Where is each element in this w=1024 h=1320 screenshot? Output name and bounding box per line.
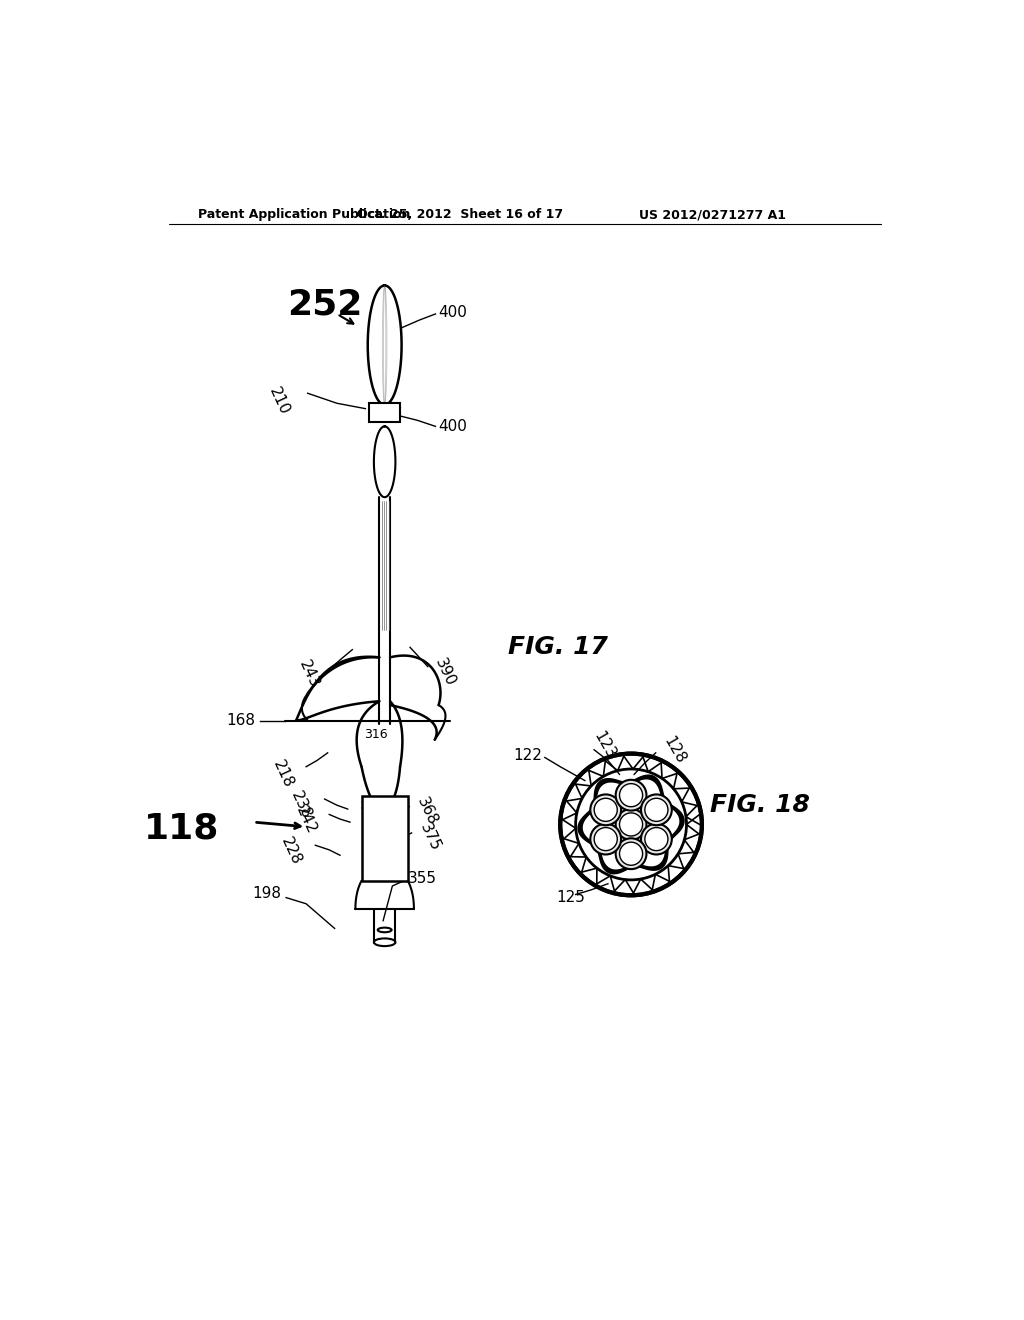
Text: 243: 243 — [296, 657, 322, 690]
Polygon shape — [368, 285, 401, 405]
Text: 228: 228 — [278, 836, 304, 867]
Text: 242: 242 — [294, 804, 319, 837]
Circle shape — [645, 799, 668, 821]
Circle shape — [575, 770, 686, 880]
Text: 125: 125 — [557, 890, 586, 906]
Ellipse shape — [378, 928, 391, 932]
Text: 218: 218 — [270, 758, 296, 791]
Polygon shape — [584, 780, 679, 869]
Ellipse shape — [374, 939, 395, 946]
Text: 238: 238 — [288, 789, 313, 821]
Text: 355: 355 — [408, 871, 437, 886]
Circle shape — [641, 795, 672, 825]
Circle shape — [560, 754, 701, 895]
Text: 316: 316 — [364, 727, 387, 741]
Text: 122: 122 — [513, 747, 542, 763]
Circle shape — [645, 828, 668, 850]
Text: 375: 375 — [417, 821, 442, 854]
Polygon shape — [579, 775, 684, 874]
Circle shape — [590, 824, 622, 854]
Circle shape — [594, 799, 617, 821]
Circle shape — [594, 828, 617, 850]
Text: 168: 168 — [226, 713, 255, 729]
Text: 210: 210 — [266, 384, 292, 417]
Circle shape — [641, 824, 672, 854]
Text: Oct. 25, 2012  Sheet 16 of 17: Oct. 25, 2012 Sheet 16 of 17 — [357, 209, 563, 222]
Text: 252: 252 — [287, 288, 362, 322]
Text: 400: 400 — [438, 418, 467, 434]
Circle shape — [620, 842, 643, 866]
Text: 368: 368 — [414, 795, 440, 828]
Text: FIG. 17: FIG. 17 — [508, 635, 607, 660]
Circle shape — [615, 838, 646, 869]
Text: 198: 198 — [253, 886, 282, 902]
Bar — [361, 796, 408, 880]
Circle shape — [590, 795, 622, 825]
Circle shape — [620, 784, 643, 807]
Text: 400: 400 — [438, 305, 467, 319]
Circle shape — [615, 780, 646, 810]
Polygon shape — [374, 426, 395, 498]
Bar — [370, 404, 400, 422]
Text: Patent Application Publication: Patent Application Publication — [199, 209, 411, 222]
Text: 128: 128 — [660, 734, 688, 766]
Text: 118: 118 — [143, 812, 219, 845]
Text: US 2012/0271277 A1: US 2012/0271277 A1 — [639, 209, 785, 222]
Text: 123: 123 — [591, 729, 618, 762]
Circle shape — [615, 809, 646, 840]
Text: 390: 390 — [432, 656, 459, 689]
Circle shape — [620, 813, 643, 836]
Text: FIG. 18: FIG. 18 — [710, 793, 810, 817]
